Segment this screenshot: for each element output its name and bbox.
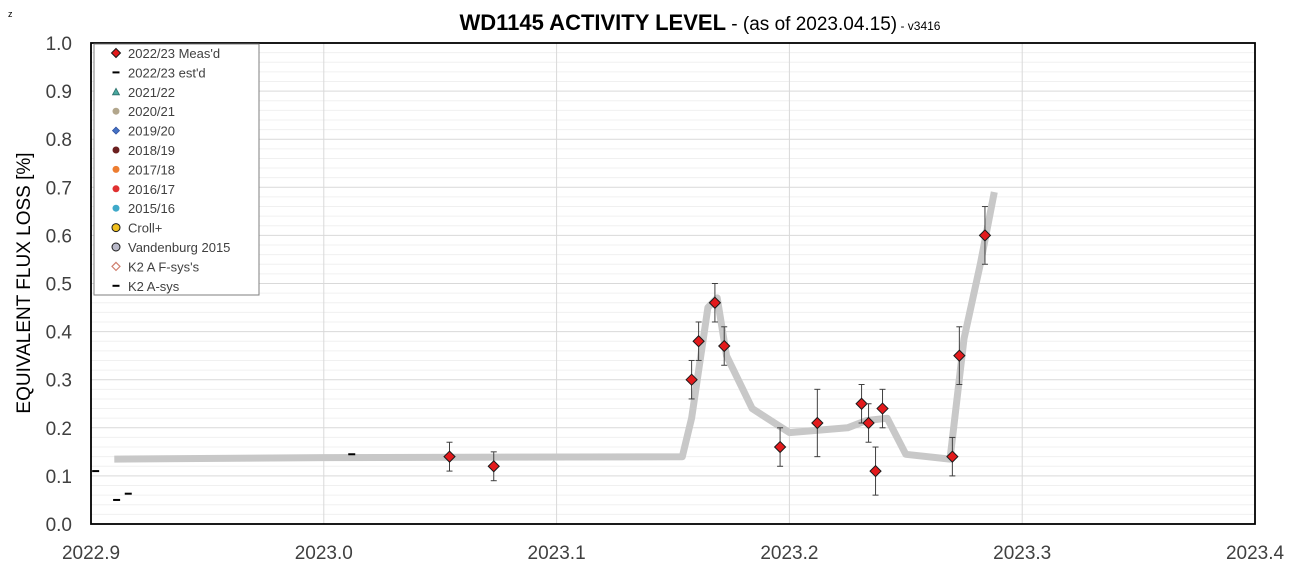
x-tick-label: 2023.0 (295, 543, 353, 564)
legend-item: Croll+ (111, 221, 162, 236)
measured-point (692, 335, 705, 348)
legend-label: 2022/23 Meas'd (128, 46, 220, 61)
legend-item: 2017/18 (112, 162, 175, 177)
legend-marker-circle (112, 107, 120, 115)
x-tick-label: 2022.9 (62, 543, 120, 564)
legend-item: 2018/19 (112, 143, 175, 158)
x-tick-label: 2023.2 (760, 543, 818, 564)
measured-points-layer (443, 206, 992, 496)
measured-point (443, 450, 456, 463)
measured-point (811, 416, 824, 430)
measured-point (953, 349, 966, 362)
legend-label: 2019/20 (128, 124, 175, 139)
legend-item: 2019/20 (111, 124, 175, 139)
grid (91, 43, 1255, 524)
y-tick-label: 0.3 (46, 371, 72, 392)
legend-item: 2016/17 (112, 182, 175, 197)
chart-title: WD1145 ACTIVITY LEVEL - (as of 2023.04.1… (460, 10, 941, 35)
measured-point (773, 440, 787, 454)
plot-frame (90, 42, 1256, 525)
legend: 2022/23 Meas'd 2022/23 est'd 2021/22 2020/2… (93, 43, 260, 296)
y-tick-label: 0.4 (46, 323, 73, 344)
legend-marker-circle (112, 204, 120, 212)
legend-marker-circle (112, 146, 120, 154)
chart-title-dash: - (726, 14, 743, 35)
y-tick-label: 0.9 (46, 82, 72, 103)
legend-item: 2022/23 Meas'd (110, 46, 220, 61)
trend-line-layer (114, 191, 998, 463)
legend-label: K2 A F-sys's (128, 259, 200, 274)
legend-label: 2018/19 (128, 143, 175, 158)
legend-label: 2015/16 (128, 201, 175, 216)
legend-label: K2 A-sys (128, 279, 180, 294)
legend-marker-circle (111, 242, 121, 252)
measured-point (876, 402, 889, 415)
legend-box (93, 43, 260, 296)
legend-item: Vandenburg 2015 (111, 240, 230, 255)
legend-item: K2 A F-sys's (111, 259, 200, 274)
y-tick-label: 0.0 (46, 515, 72, 536)
legend-item: 2021/22 (111, 85, 175, 100)
measured-point (946, 450, 959, 463)
measured-point (487, 460, 500, 473)
measured-point (862, 416, 875, 430)
legend-label: 2016/17 (128, 182, 175, 197)
y-tick-label: 0.8 (46, 130, 72, 151)
legend-marker-circle (112, 165, 120, 173)
chart-title-date: (as of 2023.04.15) (743, 14, 897, 35)
chart-title-main: WD1145 ACTIVITY LEVEL (460, 10, 727, 35)
y-axis-label: EQUIVALENT FLUX LOSS [%] (14, 152, 35, 413)
measured-point (708, 296, 722, 309)
legend-marker-diamond (110, 47, 122, 59)
measured-point (685, 373, 698, 386)
y-tick-label: 0.1 (46, 467, 72, 488)
legend-label: 2021/22 (128, 85, 175, 100)
legend-marker-open-diamond (111, 261, 121, 272)
legend-marker-circle (111, 223, 121, 233)
measured-point (718, 339, 731, 353)
tick-labels: 0.0 0.1 0.2 0.3 0.4 0.5 0.6 0.7 0.8 0.9 1.0 2022.9 2… (46, 34, 1285, 564)
legend-label: 2022/23 est'd (128, 65, 206, 80)
corner-mark: z (8, 9, 13, 19)
legend-item: 2015/16 (112, 201, 175, 216)
measured-point (869, 464, 882, 478)
measured-point (855, 397, 868, 410)
legend-marker-circle (112, 185, 120, 193)
legend-marker-diamond (111, 126, 121, 135)
legend-item: 2020/21 (112, 104, 175, 119)
legend-label: Vandenburg 2015 (128, 240, 230, 255)
x-tick-label: 2023.3 (993, 543, 1051, 564)
legend-item: 2022/23 est'd (112, 65, 206, 80)
x-tick-label: 2023.4 (1226, 543, 1285, 564)
measured-point (978, 229, 992, 242)
legend-label: Croll+ (128, 221, 162, 236)
chart-title-version: - v3416 (897, 19, 941, 33)
y-tick-label: 0.5 (46, 275, 72, 296)
y-tick-label: 1.0 (46, 34, 72, 55)
y-tick-label: 0.7 (46, 178, 72, 199)
legend-label: 2020/21 (128, 104, 175, 119)
legend-label: 2017/18 (128, 162, 175, 177)
x-tick-label: 2023.1 (528, 543, 586, 564)
legend-marker-triangle (111, 87, 121, 96)
y-tick-label: 0.6 (46, 226, 72, 247)
trend-line (114, 191, 998, 463)
legend-item: K2 A-sys (112, 279, 180, 294)
estimated-points-layer (92, 453, 356, 501)
y-tick-label: 0.2 (46, 419, 72, 440)
